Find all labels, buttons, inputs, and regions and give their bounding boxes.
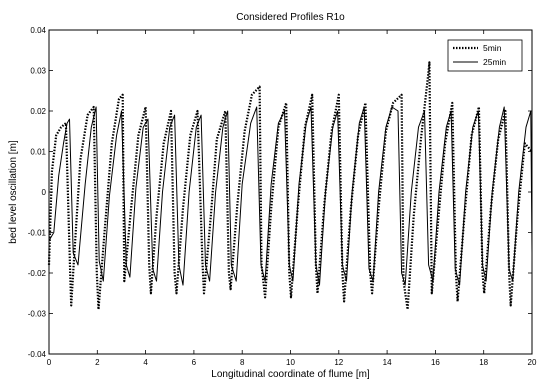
series-layer <box>47 61 533 311</box>
x-axis-title: Longitudinal coordinate of flume [m] <box>211 369 370 380</box>
tick-layer: 0 2 4 6 8 10 12 14 16 18 20 -0.04 -0.03 -0.02 -0.01 0 0.… <box>28 26 537 367</box>
legend-label-5min: 5min <box>483 43 502 53</box>
x-tick-label: 14 <box>383 358 392 367</box>
x-tick-label: 8 <box>240 358 245 367</box>
x-tick-label: 4 <box>143 358 148 367</box>
x-tick-label: 6 <box>192 358 197 367</box>
x-tick-label: 16 <box>431 358 440 367</box>
y-tick-label: 0.01 <box>30 148 46 157</box>
plot-background <box>49 30 532 354</box>
x-tick-label: 18 <box>479 358 488 367</box>
x-tick-label: 2 <box>95 358 100 367</box>
y-tick-label: -0.04 <box>28 350 47 359</box>
y-tick-label: 0.04 <box>30 26 46 35</box>
x-tick-label: 12 <box>334 358 343 367</box>
series-line-5min <box>47 61 533 311</box>
y-tick-label: 0.02 <box>30 107 46 116</box>
legend: 5min 25min <box>447 39 523 72</box>
y-tick-label: -0.01 <box>28 229 47 238</box>
chart-title: Considered Profiles R1o <box>236 12 345 23</box>
y-axis-title: bed level oscillation [m] <box>8 140 19 244</box>
legend-label-25min: 25min <box>483 57 506 67</box>
x-tick-label: 0 <box>47 358 52 367</box>
y-tick-label: 0 <box>42 188 47 197</box>
legend-box <box>447 39 523 72</box>
y-tick-label: 0.03 <box>30 67 46 76</box>
series-line-25min <box>48 106 533 286</box>
x-tick-label: 20 <box>528 358 537 367</box>
y-tick-label: -0.03 <box>28 310 47 319</box>
x-tick-label: 10 <box>286 358 295 367</box>
y-tick-label: -0.02 <box>28 269 47 278</box>
